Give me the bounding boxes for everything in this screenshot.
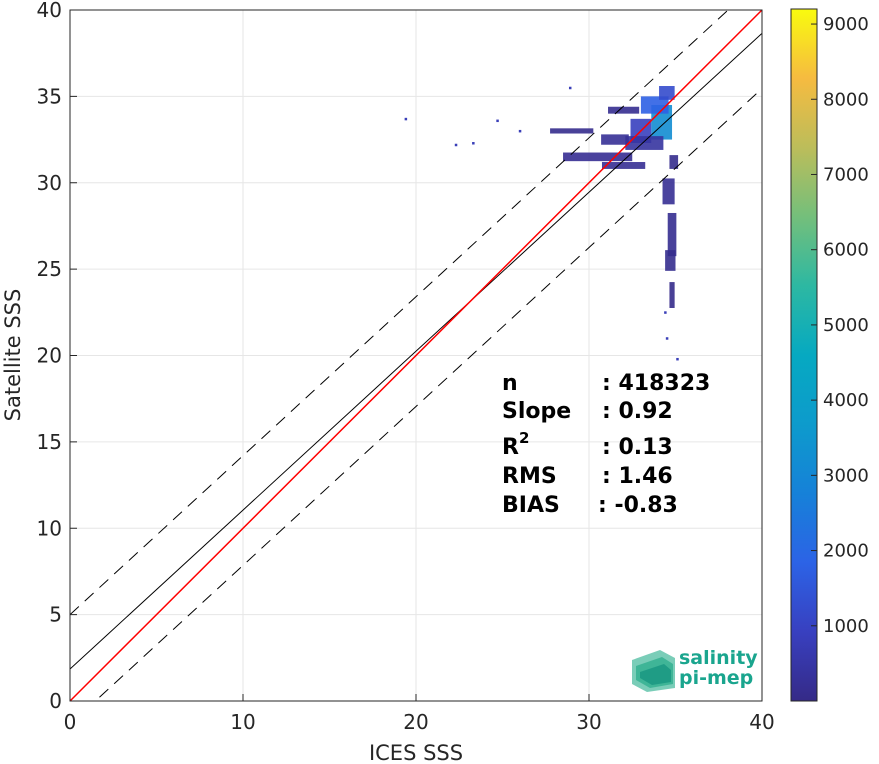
fit-line <box>70 32 762 670</box>
x-axis-ticks: 0 10 20 30 40 <box>64 694 775 734</box>
stat-n-label: n <box>502 371 518 396</box>
x-tick-label: 20 <box>403 710 428 734</box>
colorbar-tick-label: 9000 <box>823 14 869 35</box>
stat-r2-sup: 2 <box>519 429 529 447</box>
x-tick-label: 40 <box>749 710 774 734</box>
y-tick-label: 0 <box>49 689 62 713</box>
stat-bias-label: BIAS <box>502 493 560 518</box>
stat-bias-value: : -0.83 <box>598 493 678 518</box>
outlier-point <box>472 142 475 145</box>
colorbar <box>790 8 818 702</box>
colorbar-tick-label: 5000 <box>823 315 869 336</box>
density-cell <box>563 152 633 162</box>
density-cell <box>667 212 677 257</box>
outlier-point <box>665 337 669 340</box>
logo-line1: salinity <box>679 647 758 669</box>
outlier-points <box>404 86 679 361</box>
density-cell <box>601 134 629 145</box>
identity-line <box>70 10 762 701</box>
y-axis-ticks: 0 5 10 15 20 25 30 35 40 <box>37 0 77 713</box>
colorbar-tick-label: 1000 <box>823 616 869 637</box>
colorbar-tick-label: 6000 <box>823 240 869 261</box>
stat-rms-label: RMS <box>502 464 557 489</box>
stat-slope-value: : 0.92 <box>602 399 673 424</box>
outlier-point <box>404 117 408 121</box>
y-tick-label: 25 <box>37 257 62 281</box>
y-tick-label: 30 <box>37 171 62 195</box>
x-tick-label: 10 <box>230 710 255 734</box>
outlier-point <box>664 311 667 314</box>
x-tick-label: 0 <box>64 710 77 734</box>
colorbar-ticks: 1000 2000 3000 4000 5000 6000 7000 8000 9000 <box>811 14 869 637</box>
x-axis-label: ICES SSS <box>369 741 463 764</box>
density-cell <box>608 106 640 114</box>
stat-r2-label: R <box>502 435 519 460</box>
y-tick-label: 40 <box>37 0 62 22</box>
density-cell <box>625 136 664 150</box>
stat-rms-value: : 1.46 <box>602 464 673 489</box>
y-tick-label: 15 <box>37 430 62 454</box>
outlier-point <box>454 143 458 147</box>
density-cell <box>665 250 676 271</box>
y-tick-label: 20 <box>37 344 62 368</box>
colorbar-tick-label: 7000 <box>823 164 869 185</box>
fit-lower-bound-line <box>94 88 762 701</box>
colorbar-tick-label: 3000 <box>823 465 869 486</box>
outlier-point <box>518 129 522 133</box>
density-cell <box>550 128 594 134</box>
colorbar-tick-label: 2000 <box>823 541 869 562</box>
x-tick-label: 30 <box>576 710 601 734</box>
stat-r2-value: : 0.13 <box>602 435 673 460</box>
y-axis-label: Satellite SSS <box>1 289 25 422</box>
density-cell <box>601 162 646 169</box>
y-tick-label: 35 <box>37 84 62 108</box>
stat-n-value: : 418323 <box>602 371 710 396</box>
density-cell <box>662 178 675 205</box>
outlier-point <box>568 86 572 90</box>
density-cell <box>659 86 675 100</box>
stat-slope-label: Slope <box>502 399 571 424</box>
salinity-pimep-logo: salinity pi-mep <box>632 647 758 692</box>
svg-text:R2: R2 <box>502 429 529 460</box>
y-tick-label: 10 <box>37 516 62 540</box>
outlier-point <box>676 357 679 361</box>
y-tick-label: 5 <box>49 603 62 627</box>
reference-lines <box>70 10 762 701</box>
density-cell <box>669 282 675 308</box>
fit-upper-bound-line <box>70 10 729 615</box>
logo-line2: pi-mep <box>679 667 753 689</box>
density-cell <box>669 155 679 169</box>
colorbar-tick-label: 8000 <box>823 89 869 110</box>
colorbar-tick-label: 4000 <box>823 390 869 411</box>
outlier-point <box>496 119 499 123</box>
stats-block: n : 418323 Slope : 0.92 R2 : 0.13 RMS : … <box>502 371 710 518</box>
